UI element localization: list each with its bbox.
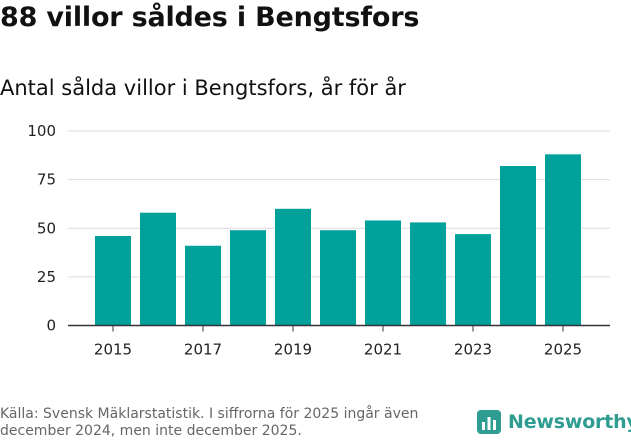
- source-note: Källa: Svensk Mäklarstatistik. I siffror…: [0, 406, 419, 439]
- x-tick-label: 2017: [184, 341, 222, 359]
- x-tick-label: 2023: [454, 341, 492, 359]
- newsworthy-bar-icon: [477, 410, 501, 434]
- y-tick-label: 25: [37, 268, 56, 286]
- x-tick-label: 2025: [544, 341, 582, 359]
- bar-2020: [320, 230, 356, 326]
- y-tick-label: 50: [37, 219, 56, 237]
- brand-name: Newsworthy: [508, 411, 631, 433]
- y-axis-ticks: 0 25 50 75 100: [27, 122, 56, 335]
- chart-title: 88 villor såldes i Bengtsfors: [0, 2, 420, 33]
- y-tick-label: 100: [27, 122, 56, 140]
- bar-2019: [275, 208, 311, 326]
- x-axis-ticks: 2015 2017 2019 2021 2023 2025: [94, 325, 582, 359]
- bar-2021: [365, 220, 401, 326]
- bar-2024: [500, 166, 536, 326]
- bar-2017: [185, 245, 221, 326]
- y-tick-label: 0: [46, 317, 56, 335]
- newsworthy-logo[interactable]: Newsworthy: [476, 408, 631, 436]
- bar-2025: [545, 154, 581, 326]
- x-tick-label: 2015: [94, 341, 132, 359]
- bar-2023: [455, 234, 491, 326]
- y-tick-label: 75: [37, 171, 56, 189]
- bars: [95, 154, 581, 326]
- bar-2015: [95, 236, 131, 326]
- x-tick-label: 2021: [364, 341, 402, 359]
- bar-2016: [140, 212, 176, 326]
- bar-chart: 0 25 50 75 100 2015 2017 2019 2021 2023 2025: [27, 122, 610, 359]
- bar-2018: [230, 230, 266, 326]
- chart-subtitle: Antal sålda villor i Bengtsfors, år för …: [0, 76, 406, 100]
- x-tick-label: 2019: [274, 341, 312, 359]
- bar-2022: [410, 222, 446, 326]
